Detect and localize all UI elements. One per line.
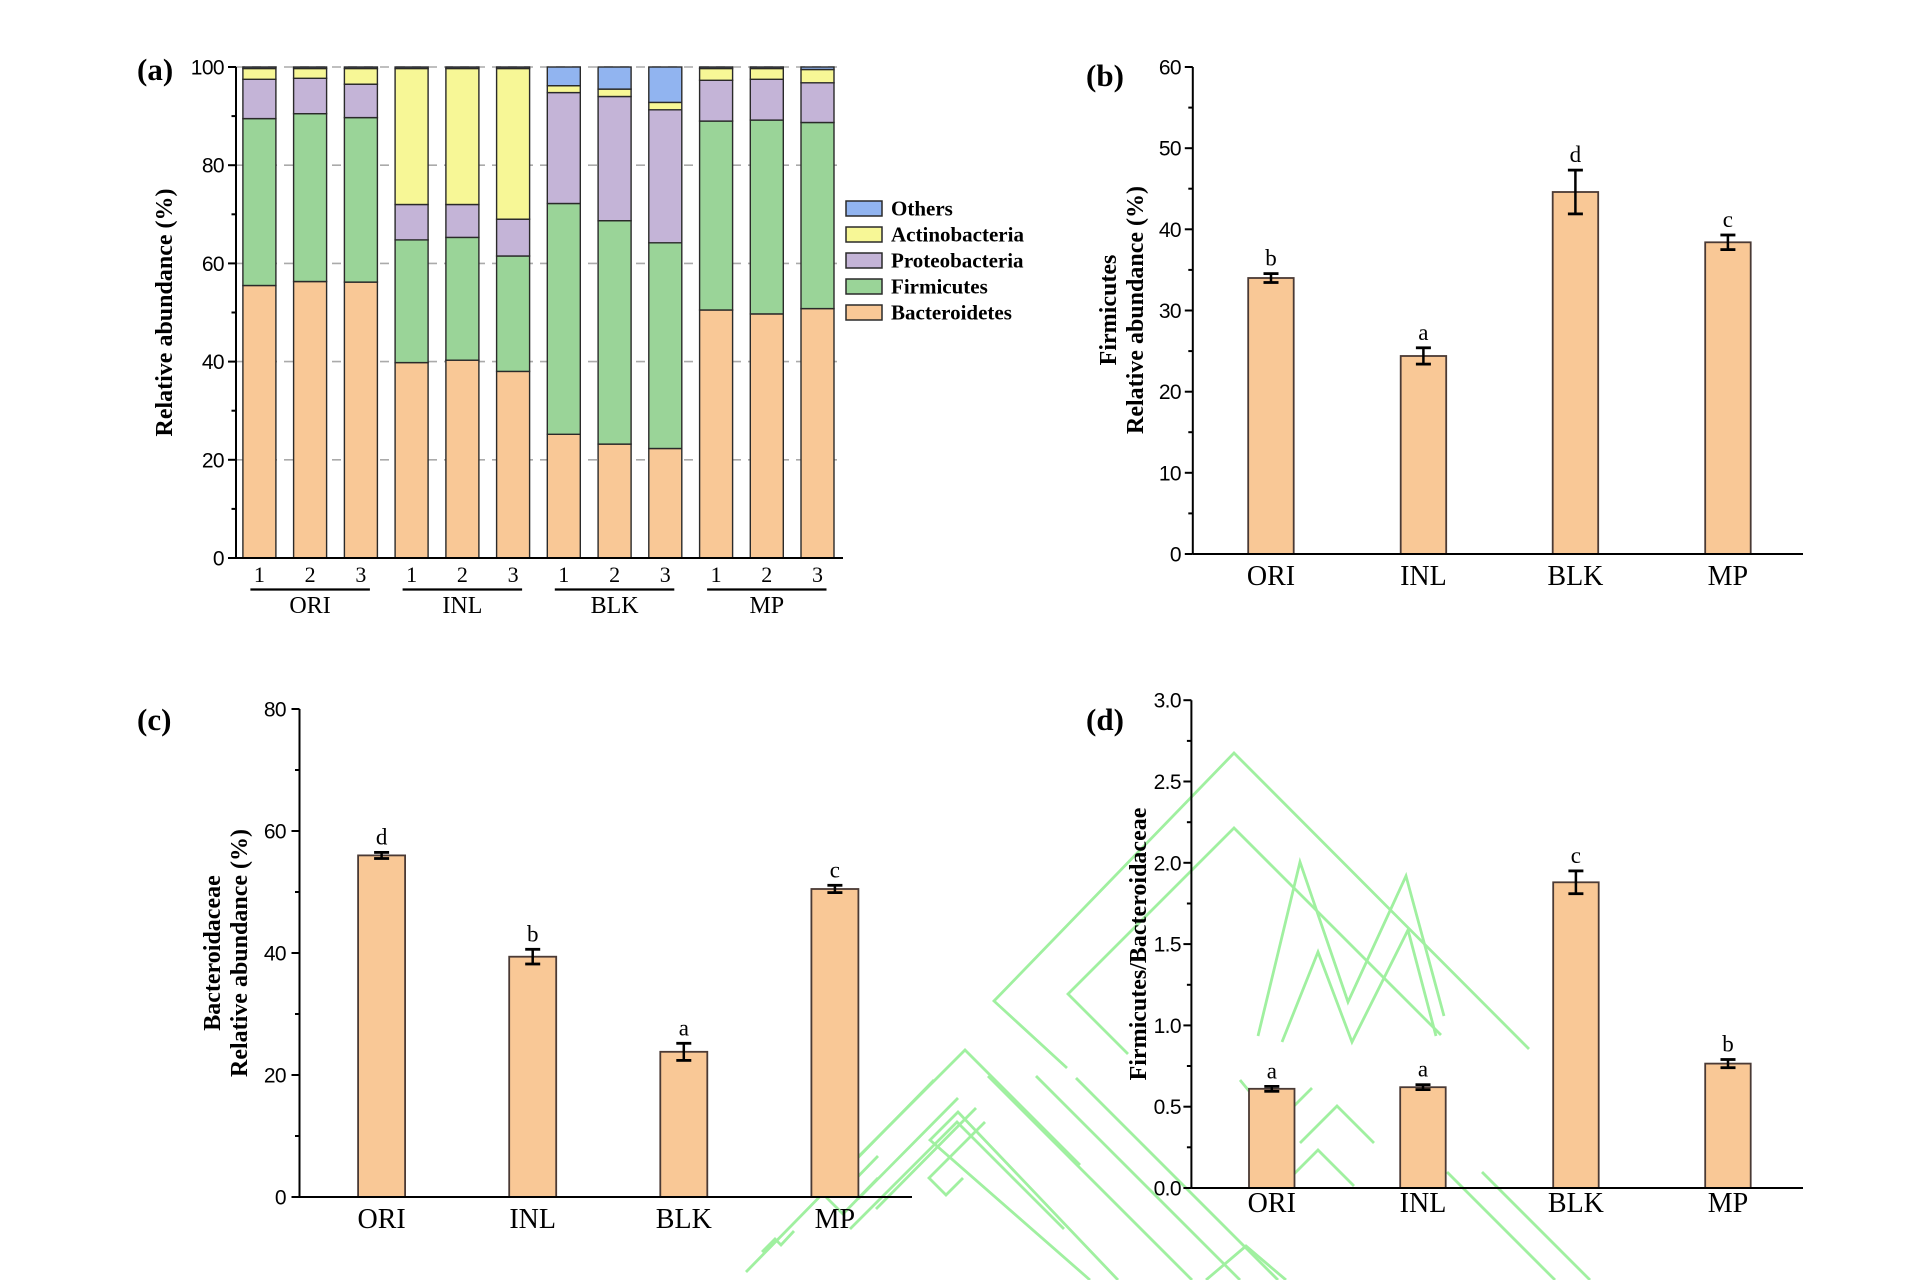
svg-text:BLK: BLK	[591, 593, 640, 619]
svg-text:a: a	[1418, 320, 1428, 345]
svg-text:(c): (c)	[137, 702, 171, 737]
svg-text:1: 1	[254, 562, 265, 587]
svg-text:(d): (d)	[1086, 702, 1124, 737]
svg-text:Firmicutes/Bacteroidaceae: Firmicutes/Bacteroidaceae	[1126, 807, 1152, 1080]
svg-text:BLK: BLK	[656, 1204, 712, 1235]
svg-text:MP: MP	[749, 593, 784, 619]
svg-text:0: 0	[275, 1187, 286, 1210]
svg-text:60: 60	[202, 253, 224, 276]
svg-text:60: 60	[1159, 57, 1181, 80]
svg-text:20: 20	[202, 449, 224, 472]
svg-text:ORI: ORI	[289, 593, 330, 619]
svg-text:2: 2	[609, 562, 620, 587]
svg-text:1: 1	[558, 562, 569, 587]
svg-text:30: 30	[1159, 300, 1181, 323]
svg-text:3.0: 3.0	[1154, 690, 1181, 713]
svg-text:Firmicutes: Firmicutes	[891, 275, 988, 299]
svg-text:3: 3	[508, 562, 519, 587]
svg-text:40: 40	[202, 351, 224, 374]
svg-text:Bacteroidaceae: Bacteroidaceae	[200, 875, 226, 1031]
svg-text:1: 1	[406, 562, 417, 587]
svg-text:Bacteroidetes: Bacteroidetes	[891, 301, 1012, 325]
svg-text:INL: INL	[509, 1204, 556, 1235]
svg-text:c: c	[1723, 207, 1733, 232]
svg-text:0: 0	[1170, 544, 1181, 567]
svg-text:0: 0	[213, 548, 224, 571]
svg-text:80: 80	[264, 699, 286, 722]
svg-text:1: 1	[711, 562, 722, 587]
svg-text:2: 2	[761, 562, 772, 587]
svg-text:20: 20	[1159, 381, 1181, 404]
svg-text:0.5: 0.5	[1154, 1096, 1181, 1119]
svg-text:c: c	[830, 857, 840, 882]
svg-text:(b): (b)	[1086, 58, 1124, 93]
svg-text:10: 10	[1159, 462, 1181, 485]
svg-text:Others: Others	[891, 197, 953, 221]
svg-text:0.0: 0.0	[1154, 1178, 1181, 1201]
svg-text:60: 60	[264, 821, 286, 844]
svg-text:ORI: ORI	[1248, 1188, 1296, 1219]
svg-text:Relative abundance (%): Relative abundance (%)	[152, 189, 178, 437]
svg-text:INL: INL	[1400, 1188, 1447, 1219]
svg-text:a: a	[679, 1015, 689, 1040]
svg-text:2.5: 2.5	[1154, 771, 1181, 794]
svg-text:2: 2	[305, 562, 316, 587]
svg-text:ORI: ORI	[1247, 561, 1295, 592]
svg-text:100: 100	[191, 57, 224, 80]
svg-text:Actinobacteria: Actinobacteria	[891, 223, 1024, 247]
svg-text:80: 80	[202, 155, 224, 178]
svg-text:BLK: BLK	[1548, 1188, 1604, 1219]
svg-text:40: 40	[264, 943, 286, 966]
svg-text:INL: INL	[1400, 561, 1447, 592]
svg-text:3: 3	[355, 562, 366, 587]
svg-text:Relative abundance (%): Relative abundance (%)	[227, 829, 253, 1077]
svg-text:b: b	[527, 921, 539, 946]
svg-text:20: 20	[264, 1065, 286, 1088]
svg-text:MP: MP	[815, 1204, 855, 1235]
svg-text:INL: INL	[442, 593, 482, 619]
svg-text:BLK: BLK	[1547, 561, 1603, 592]
svg-text:c: c	[1571, 843, 1581, 868]
svg-text:a: a	[1267, 1058, 1277, 1083]
svg-text:d: d	[376, 824, 388, 849]
svg-text:(a): (a)	[137, 52, 173, 87]
svg-text:1.0: 1.0	[1154, 1015, 1181, 1038]
svg-text:40: 40	[1159, 219, 1181, 242]
svg-text:a: a	[1418, 1057, 1428, 1082]
svg-text:3: 3	[660, 562, 671, 587]
svg-text:Proteobacteria: Proteobacteria	[891, 249, 1024, 273]
svg-text:3: 3	[812, 562, 823, 587]
svg-text:d: d	[1570, 142, 1582, 167]
svg-text:2.0: 2.0	[1154, 852, 1181, 875]
svg-text:b: b	[1722, 1032, 1734, 1057]
svg-text:2: 2	[457, 562, 468, 587]
svg-text:1.5: 1.5	[1154, 934, 1181, 957]
svg-text:50: 50	[1159, 138, 1181, 161]
svg-text:Firmicutes: Firmicutes	[1096, 255, 1122, 366]
svg-text:Relative abundance (%): Relative abundance (%)	[1123, 186, 1149, 434]
svg-text:MP: MP	[1708, 1188, 1748, 1219]
svg-text:ORI: ORI	[357, 1204, 405, 1235]
svg-text:MP: MP	[1708, 561, 1748, 592]
svg-text:b: b	[1265, 246, 1277, 271]
